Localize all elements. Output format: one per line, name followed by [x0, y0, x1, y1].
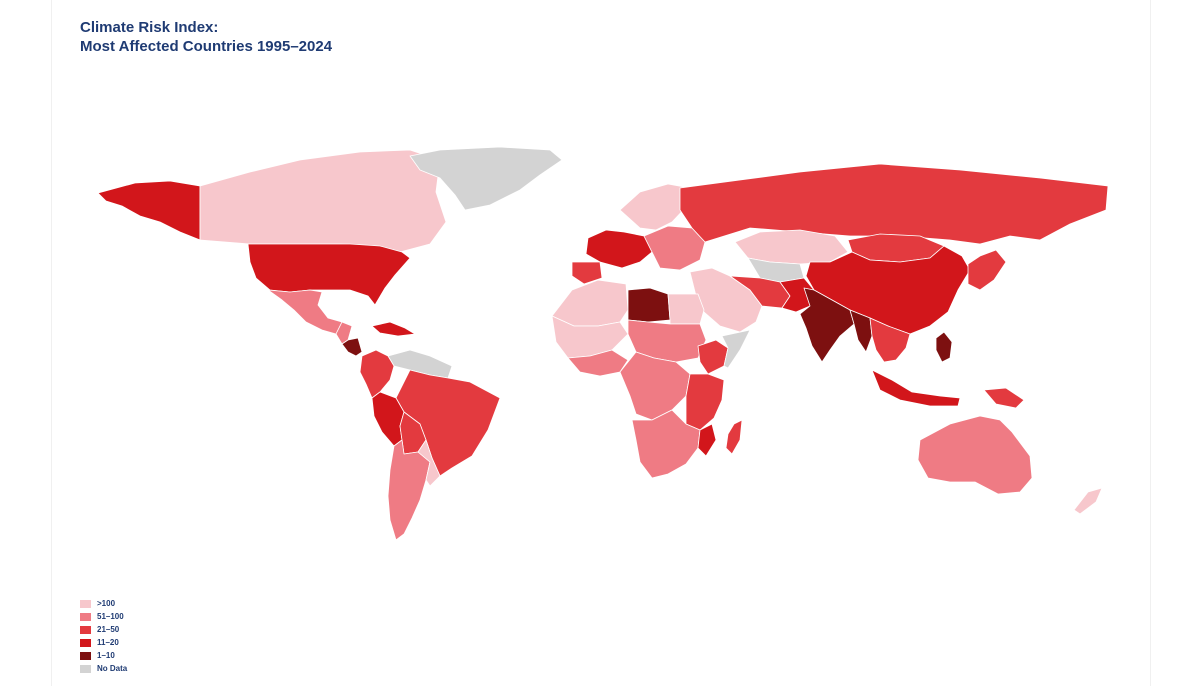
legend-item-21-50: 21–50: [80, 623, 127, 636]
region-mozambique: [697, 423, 717, 457]
legend-label: 51–100: [97, 611, 124, 621]
legend-label: 11–20: [97, 637, 119, 647]
region-southern-africa: [631, 409, 701, 479]
region-north-africa: [551, 279, 629, 327]
legend-label: 21–50: [97, 624, 120, 634]
legend-swatch: [80, 638, 91, 647]
legend-label: 1–10: [97, 650, 115, 660]
region-japan-korea: [967, 249, 1007, 291]
region-scandinavia: [619, 183, 691, 231]
region-russia: [679, 163, 1109, 245]
region-iberia: [571, 261, 603, 285]
map-title-line-1: Climate Risk Index:: [80, 19, 219, 36]
legend-label: >100: [97, 598, 116, 608]
region-libya: [627, 287, 671, 323]
region-western-europe: [585, 229, 653, 269]
region-sudan-chad: [627, 319, 707, 363]
region-new-zealand: [1073, 487, 1103, 515]
region-southeast-asia: [869, 317, 911, 363]
region-australia: [917, 415, 1033, 495]
legend-swatch: [80, 612, 91, 621]
region-madagascar: [725, 419, 743, 455]
region-philippines: [935, 331, 953, 363]
legend-swatch: [80, 664, 91, 673]
map-title: Climate Risk Index: Most Affected Countr…: [80, 18, 332, 56]
region-west-africa: [567, 349, 629, 377]
legend-item-11-20: 11–20: [80, 636, 127, 649]
region-papua: [983, 387, 1025, 409]
region-uruguay-paraguay: [417, 439, 441, 487]
region-argentina-chile: [387, 439, 431, 541]
region-greenland: [409, 146, 563, 211]
region-central-america: [335, 321, 353, 345]
region-mexico: [267, 289, 343, 335]
region-honduras-nicaragua: [341, 337, 363, 357]
legend-item-1-10: 1–10: [80, 649, 127, 662]
region-egypt: [667, 293, 705, 325]
legend-item-gt100: >100: [80, 597, 127, 610]
map-legend: >100 51–100 21–50 11–20 1–10 No Data: [80, 597, 127, 675]
region-alaska: [97, 180, 201, 241]
region-east-africa: [685, 373, 725, 431]
region-usa: [247, 243, 411, 306]
legend-swatch: [80, 651, 91, 660]
legend-item-51-100: 51–100: [80, 610, 127, 623]
region-indonesia: [871, 369, 961, 407]
region-somalia: [721, 329, 751, 369]
region-central-africa: [619, 351, 691, 421]
region-caribbean: [371, 321, 416, 337]
region-colombia: [359, 349, 395, 399]
region-canada: [199, 149, 447, 253]
region-sahel-west: [551, 315, 629, 359]
region-horn-of-africa: [697, 339, 729, 375]
legend-swatch: [80, 599, 91, 608]
legend-swatch: [80, 625, 91, 634]
map-title-line-2: Most Affected Countries 1995–2024: [80, 38, 333, 55]
legend-label: No Data: [97, 663, 128, 673]
region-india: [799, 287, 855, 363]
region-pakistan: [779, 277, 815, 313]
legend-item-no-data: No Data: [80, 662, 127, 675]
region-eastern-europe: [643, 225, 706, 271]
